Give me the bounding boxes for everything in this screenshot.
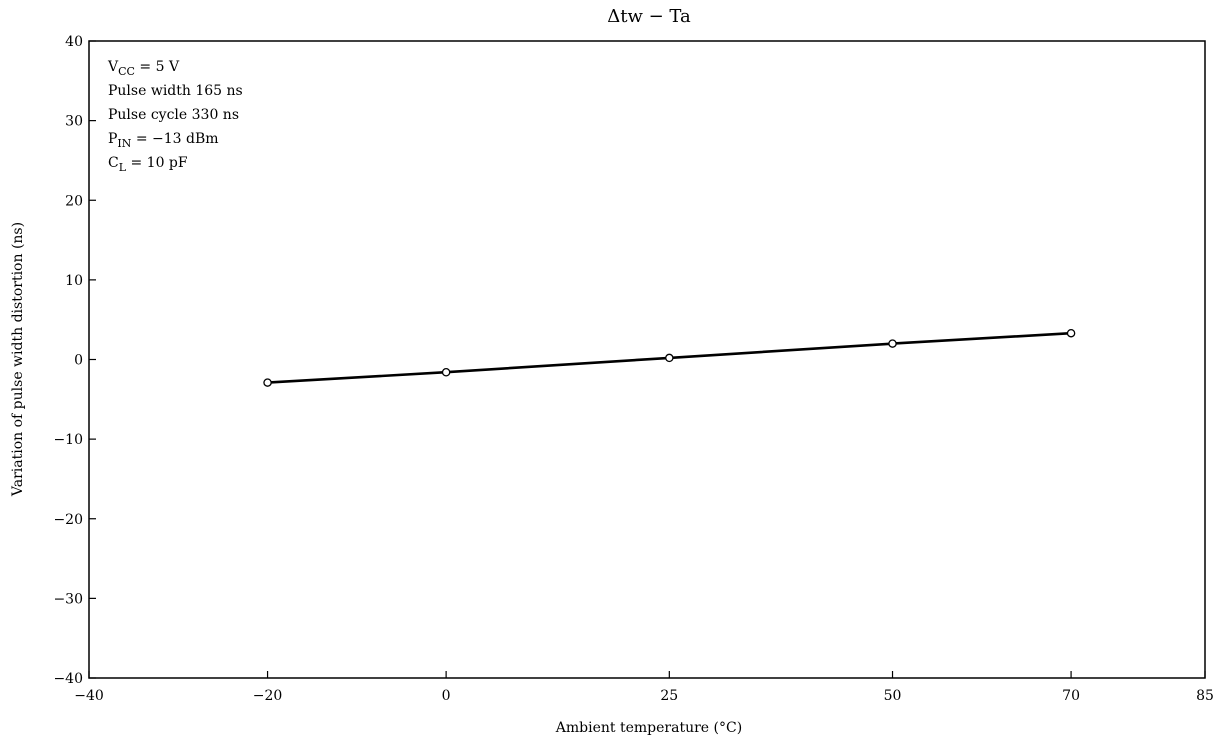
condition-line: Pulse width 165 ns: [108, 83, 243, 99]
condition-main: P: [108, 131, 117, 147]
y-tick-label: 20: [65, 193, 83, 209]
y-axis-ticks: −40 −30 −20 −10 0 10 20 30 40: [53, 34, 96, 687]
condition-main: V: [107, 59, 119, 75]
data-point: [263, 378, 272, 387]
y-axis-label: Variation of pulse width distortion (ns): [10, 222, 26, 497]
condition-main: Pulse width 165 ns: [108, 83, 243, 99]
x-axis-ticks: −40 −20 0 25 50 70 85: [74, 671, 1214, 704]
y-tick-label: 0: [74, 353, 83, 369]
condition-value: = 10 pF: [126, 155, 188, 171]
y-tick-label: −40: [53, 671, 83, 687]
x-tick-label: −40: [74, 688, 104, 704]
data-point: [441, 367, 451, 377]
chart-title: Δtw − Ta: [607, 6, 691, 27]
condition-subscript: CC: [118, 65, 135, 78]
series-group: [263, 328, 1076, 387]
data-point: [665, 353, 674, 363]
y-tick-label: −30: [53, 591, 83, 607]
condition-value: = 5 V: [135, 59, 180, 75]
y-tick-label: 40: [65, 34, 83, 50]
condition-value: = −13 dBm: [131, 131, 218, 147]
condition-line: VCC = 5 V: [107, 59, 180, 78]
x-tick-label: 85: [1196, 688, 1214, 704]
y-tick-label: 30: [65, 114, 83, 130]
condition-main: C: [108, 155, 119, 171]
x-tick-label: 0: [442, 688, 451, 704]
y-tick-label: 10: [65, 273, 83, 289]
data-point: [1066, 328, 1076, 338]
y-tick-label: −10: [53, 432, 83, 448]
condition-line: Pulse cycle 330 ns: [108, 107, 239, 123]
x-axis-label: Ambient temperature (°C): [555, 720, 742, 736]
data-point: [888, 339, 897, 348]
condition-main: Pulse cycle 330 ns: [108, 107, 239, 123]
conditions-box: VCC = 5 V Pulse width 165 ns Pulse cycle 3…: [107, 59, 243, 174]
y-tick-label: −20: [53, 512, 83, 528]
condition-line: CL = 10 pF: [108, 155, 188, 174]
condition-line: PIN = −13 dBm: [108, 131, 219, 150]
x-tick-label: −20: [253, 688, 283, 704]
x-tick-label: 50: [884, 688, 902, 704]
condition-subscript: IN: [117, 137, 131, 150]
condition-subscript: L: [119, 161, 127, 174]
x-tick-label: 25: [660, 688, 678, 704]
x-tick-label: 70: [1062, 688, 1080, 704]
